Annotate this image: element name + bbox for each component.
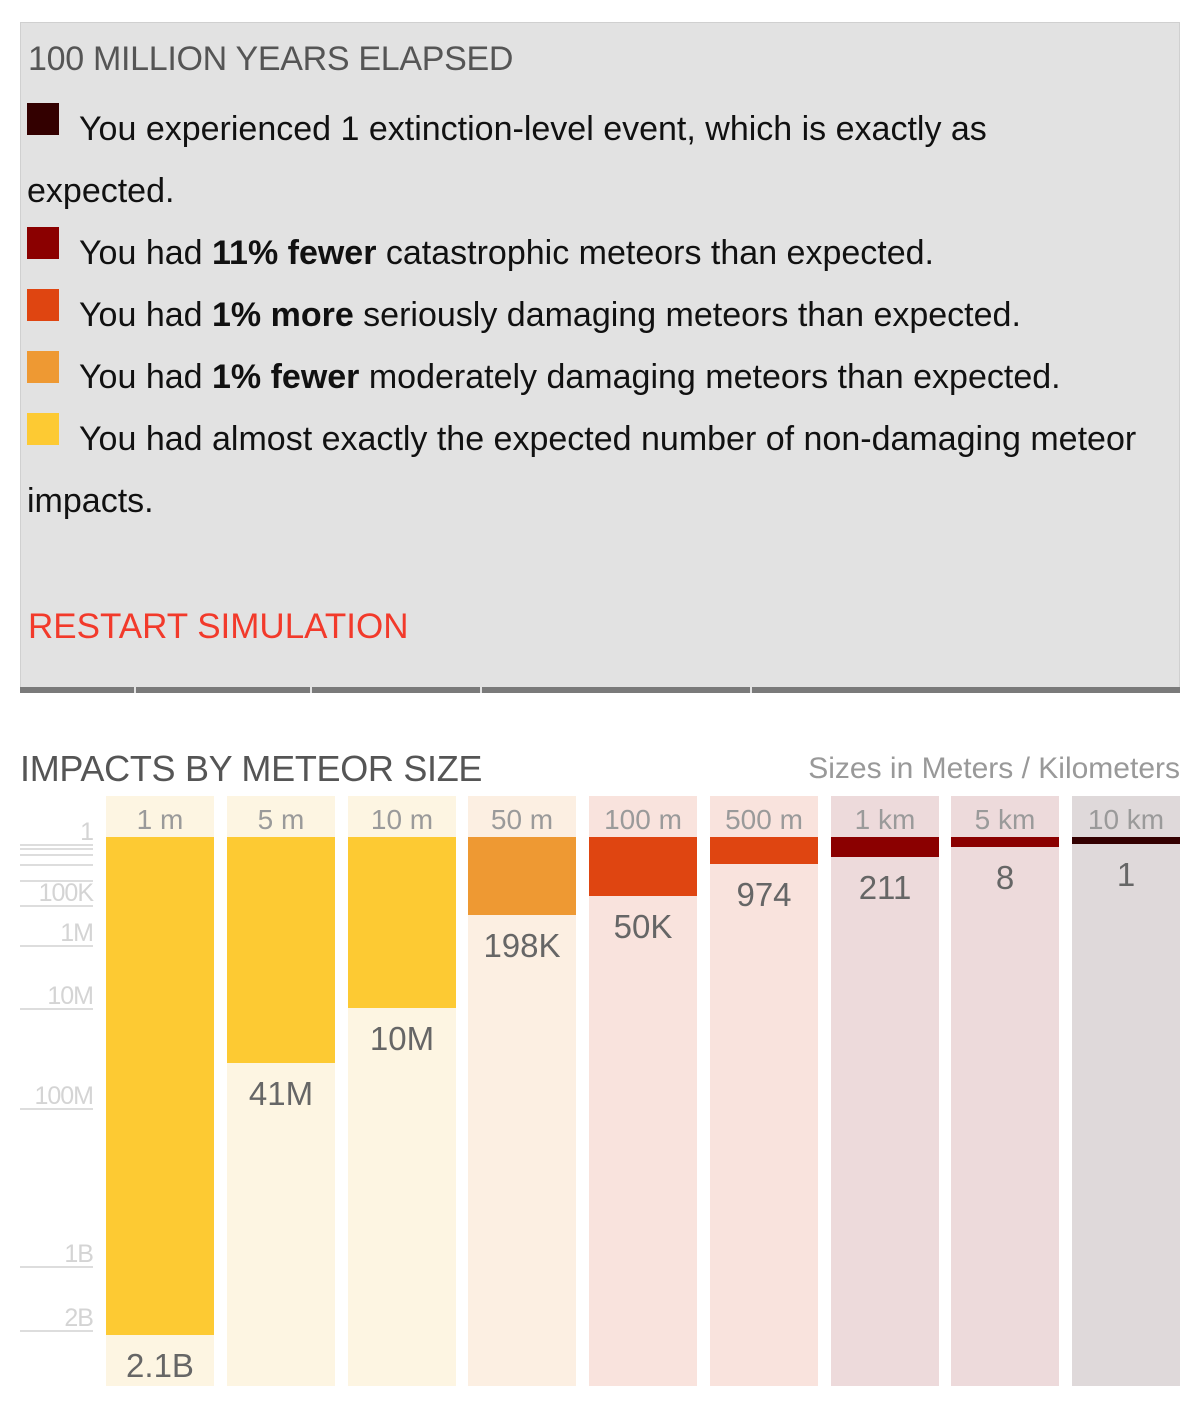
y-tick: 1 [20, 819, 94, 846]
y-tick [20, 830, 93, 857]
size-column: 10 m 10M [348, 796, 456, 1386]
summary-text-pre: You had almost exactly the expected numb… [27, 420, 1137, 520]
y-tick [20, 824, 93, 850]
legend-swatch [27, 103, 59, 135]
bar-value-label: 10M [369, 1019, 435, 1057]
y-tick: 1M [20, 920, 94, 947]
band-separator [480, 687, 482, 693]
column-label: 1 m [136, 804, 184, 835]
column-label: 10 m [370, 804, 434, 835]
bar-value-label: 198K [483, 926, 561, 964]
bar-value-label: 41M [248, 1075, 314, 1113]
column-label: 5 km [974, 804, 1036, 835]
bar-value-label: 1 [1116, 855, 1136, 893]
impact-bar [1072, 837, 1180, 844]
size-column: 500 m 974 [710, 796, 818, 1386]
size-column: 1 m 2.1B [106, 796, 214, 1386]
y-tick: 100M [20, 1083, 94, 1110]
y-tick [20, 840, 93, 867]
impact-bar [831, 837, 939, 857]
size-column: 1 km 211 [831, 796, 939, 1386]
size-column: 10 km 1 [1072, 796, 1180, 1386]
simulation-summary-panel [20, 22, 1180, 688]
y-tick: 100K [20, 881, 94, 907]
column-label: 500 m [725, 804, 803, 835]
y-tick: 2B [20, 1305, 94, 1332]
summary-item: You experienced 1 extinction-level event… [27, 98, 1137, 222]
column-label: 5 m [257, 804, 305, 835]
bar-value-label: 2.1B [126, 1346, 194, 1384]
impact-bar [468, 837, 576, 915]
summary-text-post: catastrophic meteors than expected. [376, 234, 934, 272]
summary-text-post: seriously damaging meteors than expected… [353, 296, 1021, 334]
column-label: 50 m [490, 804, 554, 835]
size-column: 5 km 8 [951, 796, 1059, 1386]
summary-text-post: moderately damaging meteors than expecte… [359, 358, 1061, 396]
bar-value-label: 50K [613, 908, 673, 946]
panel-bottom-band [20, 687, 1180, 693]
legend-swatch [27, 413, 59, 445]
summary-item: You had 1% more seriously damaging meteo… [27, 284, 1137, 346]
summary-text-bold: 1% fewer [212, 358, 360, 396]
impact-bar [227, 837, 335, 1064]
summary-list: You experienced 1 extinction-level event… [27, 98, 1137, 532]
summary-text-bold: 11% fewer [212, 234, 377, 272]
summary-text-pre: You had [79, 358, 212, 396]
impact-bar [951, 837, 1059, 848]
summary-text-pre: You had [79, 296, 212, 334]
size-column: 50 m 198K [468, 796, 576, 1386]
restart-simulation-button[interactable]: RESTART SIMULATION [28, 607, 409, 646]
y-tick: 1B [20, 1242, 94, 1269]
legend-swatch [27, 227, 59, 259]
impact-bar [106, 837, 214, 1335]
impact-bar [348, 837, 456, 1008]
summary-text-pre: You had [79, 234, 212, 272]
band-separator [750, 687, 752, 693]
impact-bar [589, 837, 697, 897]
impact-bar [710, 837, 818, 864]
bar-value-label: 8 [995, 859, 1015, 897]
elapsed-title: 100 MILLION YEARS ELAPSED [28, 40, 514, 78]
bar-value-label: 974 [736, 875, 792, 913]
summary-item: You had 1% fewer moderately damaging met… [27, 346, 1137, 408]
column-label: 1 km [854, 804, 916, 835]
band-separator [134, 687, 136, 693]
legend-swatch [27, 351, 59, 383]
y-tick: 10M [20, 983, 94, 1010]
chart-title: IMPACTS BY METEOR SIZE [20, 748, 483, 789]
summary-text-bold: 1% more [212, 296, 354, 334]
bar-value-label: 211 [858, 868, 912, 906]
legend-swatch [27, 289, 59, 321]
size-column: 100 m 50K [589, 796, 697, 1386]
summary-text-pre: You experienced 1 extinction-level event… [27, 110, 987, 210]
y-tick [20, 856, 93, 882]
band-separator [310, 687, 312, 693]
column-label: 10 km [1087, 804, 1165, 835]
summary-item: You had almost exactly the expected numb… [27, 408, 1137, 532]
column-label: 100 m [604, 804, 682, 835]
chart-subtitle: Sizes in Meters / Kilometers [808, 752, 1180, 785]
size-column: 5 m 41M [227, 796, 335, 1386]
summary-item: You had 11% fewer catastrophic meteors t… [27, 222, 1137, 284]
